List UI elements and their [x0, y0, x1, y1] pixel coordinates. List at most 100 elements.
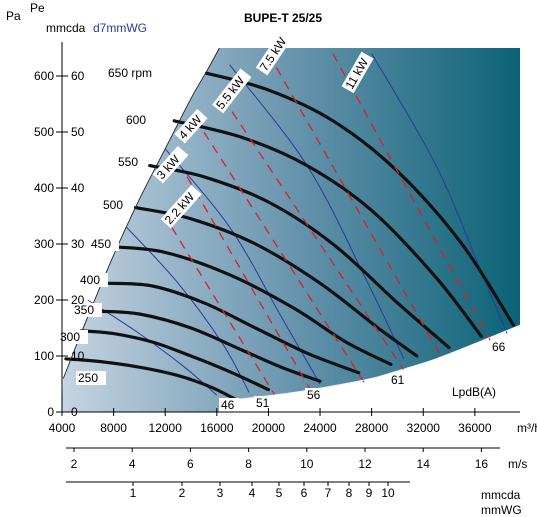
noise-label-66-group: 66: [490, 340, 510, 354]
flow-tick-label-5: 24000: [303, 421, 337, 435]
pa-tick-label-5: 500: [34, 125, 54, 139]
fan-curve-3: [133, 206, 419, 358]
noise-title-group: LpdB(A): [450, 385, 512, 399]
rpm-label-2: 550: [118, 155, 138, 169]
dyn-tick-label-2: 3: [217, 486, 224, 500]
dyn-unit-label-2: mmWG: [481, 503, 522, 517]
rpm-label-0-group: 650 rpm: [106, 66, 172, 80]
flow-unit-label: m³/h: [517, 421, 537, 435]
flow-tick-label-1: 8000: [100, 421, 127, 435]
dyn-tick-label-3: 4: [249, 486, 256, 500]
velocity-unit-label: m/s: [508, 457, 527, 471]
noise-title: LpdB(A): [452, 385, 496, 399]
rpm-label-4: 450: [91, 237, 111, 251]
rpm-label-8: 250: [78, 371, 98, 385]
rpm-label-1: 600: [126, 113, 146, 127]
velocity-tick-label-7: 16: [475, 457, 489, 471]
rpm-label-5-box: [78, 273, 108, 287]
dyn-tick-label-5: 6: [301, 486, 308, 500]
fan-curves: [64, 71, 516, 402]
rpm-label-0: 650 rpm: [108, 66, 152, 80]
rpm-label-8-group: 250: [76, 371, 106, 385]
pa-tick-label-2: 200: [34, 293, 54, 307]
dyn-tick-label-7: 8: [346, 486, 353, 500]
noise-label-61-box: [389, 373, 409, 387]
rpm-label-0-box: [106, 66, 172, 80]
chart-title: BUPE-T 25/25: [244, 11, 322, 25]
noise-label-56-group: 56: [305, 388, 325, 402]
noise-label-66: 66: [492, 340, 506, 354]
rpm-label-6: 350: [74, 303, 94, 317]
noise-label-61-group: 61: [389, 373, 409, 387]
flow-tick-label-7: 32000: [407, 421, 441, 435]
power-line-1: [186, 176, 315, 396]
noise-label-56-box: [305, 388, 325, 402]
pa-tick-label-3: 300: [34, 237, 54, 251]
pa-tick-label-1: 100: [34, 349, 54, 363]
axes: 0 100 200 300 400 500 600 0 10 20 30 40 50 60 4000 8000…: [34, 42, 537, 517]
flow-tick-label-0: 4000: [49, 421, 76, 435]
noise-label-46-group: 46: [219, 398, 239, 412]
rpm-label-1-box: [124, 113, 154, 127]
mmcda-unit-label: mmcda: [46, 21, 86, 35]
pe-tick-label-0: 0: [71, 405, 78, 419]
velocity-tick-label-3: 8: [245, 457, 252, 471]
power-line-5: [332, 53, 495, 348]
pe-tick-label-1: 10: [71, 349, 85, 363]
pe-tick-label-2: 20: [71, 293, 85, 307]
fan-curve-0: [204, 71, 516, 327]
noise-label-66-box: [490, 340, 510, 354]
velocity-tick-label-2: 6: [187, 457, 194, 471]
noise-label-46-box: [219, 398, 239, 412]
fan-curve-6: [96, 309, 322, 383]
rpm-label-3-group: 500: [101, 198, 131, 212]
rpm-label-1-group: 600: [124, 113, 154, 127]
velocity-tick-label-1: 4: [129, 457, 136, 471]
fan-curve-5: [103, 281, 361, 375]
power-label-1-box: [152, 145, 189, 184]
power-label-4-box: [255, 27, 295, 76]
pa-tick-label-6: 600: [34, 69, 54, 83]
power-line-3: [222, 98, 405, 371]
velocity-tick-label-5: 12: [358, 457, 372, 471]
pa-tick-label-0: 0: [47, 405, 54, 419]
pe-unit-label: Pe: [30, 1, 45, 15]
velocity-tick-label-6: 14: [417, 457, 431, 471]
flow-tick-label-8: 36000: [458, 421, 492, 435]
flow-tick-label-2: 12000: [149, 421, 183, 435]
dyn-tick-label-0: 1: [130, 486, 137, 500]
power-line-4: [267, 53, 444, 360]
noise-title-box: [450, 385, 512, 399]
lower-boundary-line: [223, 324, 521, 402]
dyn-tick-label-9: 10: [381, 486, 395, 500]
rpm-label-5: 400: [80, 273, 100, 287]
power-label-5-box: [341, 51, 374, 94]
noise-label-51-group: 51: [254, 396, 274, 410]
mmwg-unit-label: d7mmWG: [93, 21, 147, 35]
dyn-tick-label-4: 5: [276, 486, 283, 500]
flow-tick-label-6: 28000: [355, 421, 389, 435]
rpm-label-8-box: [76, 371, 106, 385]
noise-label-51: 51: [256, 396, 270, 410]
pe-tick-label-5: 50: [71, 125, 85, 139]
dyn-tick-label-8: 9: [366, 486, 373, 500]
plot-background: [62, 48, 520, 412]
rpm-label-7: 300: [60, 330, 80, 344]
dyn-tick-label-6: 7: [325, 486, 332, 500]
pe-tick-label-6: 60: [71, 69, 85, 83]
dyn-unit-label-1: mmcda: [481, 488, 521, 502]
rpm-label-6-box: [72, 303, 102, 317]
rpm-label-2-box: [116, 155, 146, 169]
rpm-label-7-group: 300: [58, 330, 88, 344]
dyn-tick-label-1: 2: [179, 486, 186, 500]
power-label-2-box: [174, 108, 208, 144]
power-lines: [171, 53, 495, 396]
rpm-label-2-group: 550: [116, 155, 146, 169]
noise-label-56: 56: [307, 388, 321, 402]
noise-label-46: 46: [221, 398, 235, 412]
noise-label-51-box: [254, 396, 274, 410]
power-line-0: [171, 226, 276, 396]
